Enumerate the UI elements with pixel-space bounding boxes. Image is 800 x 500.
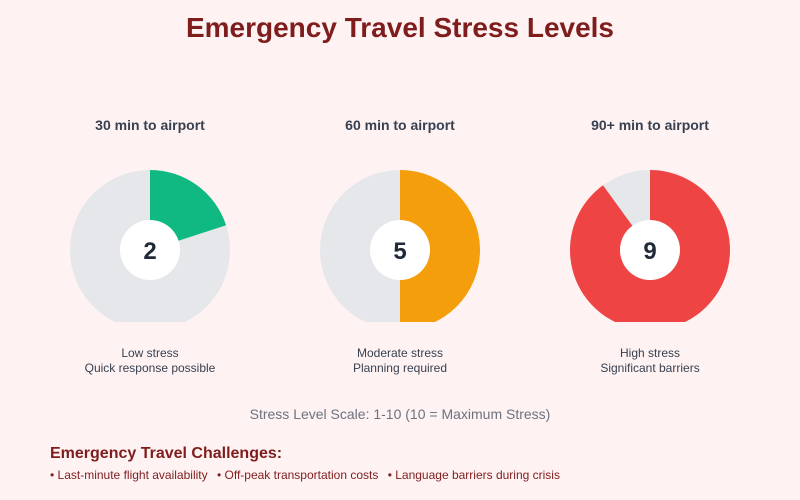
scale-note: Stress Level Scale: 1-10 (10 = Maximum S… bbox=[249, 406, 551, 422]
gauge-heading: 90+ min to airport bbox=[591, 117, 709, 133]
chart-title: Emergency Travel Stress Levels bbox=[185, 12, 615, 43]
gauge-desc-line1: Moderate stress bbox=[356, 346, 444, 360]
gauge-90-min: 90+ min to airport 9 High stress Signifi… bbox=[550, 108, 750, 376]
challenges-list: • Last-minute flight availability • Off-… bbox=[50, 468, 566, 482]
challenge-item: • Last-minute flight availability bbox=[50, 468, 208, 482]
gauge-30-min: 30 min to airport 2 Low stress Quick res… bbox=[50, 108, 250, 376]
gauge-chart-90-min: 9 bbox=[570, 170, 731, 322]
gauge-chart-60-min: 5 bbox=[320, 170, 480, 322]
gauge-value-label: 5 bbox=[393, 238, 406, 265]
gauge-desc-line1: Low stress bbox=[121, 346, 179, 360]
gauge-value-arc bbox=[400, 170, 480, 322]
challenge-item: • Language barriers during crisis bbox=[387, 468, 560, 482]
gauge-center bbox=[370, 220, 430, 280]
gauge-value-label: 2 bbox=[143, 238, 156, 265]
gauge-description: Moderate stress Planning required bbox=[300, 346, 500, 376]
gauge-description: High stress Significant barriers bbox=[550, 346, 750, 376]
challenge-item: • Off-peak transportation costs bbox=[216, 468, 379, 482]
gauge-desc-line1: High stress bbox=[619, 346, 681, 360]
gauge-heading: 30 min to airport bbox=[95, 117, 205, 133]
challenges-title: Emergency Travel Challenges: bbox=[50, 445, 283, 462]
gauge-desc-line2: Significant barriers bbox=[600, 361, 700, 375]
gauge-center bbox=[620, 220, 680, 280]
gauge-chart-30-min: 2 bbox=[70, 170, 230, 322]
gauge-description: Low stress Quick response possible bbox=[50, 346, 250, 376]
gauge-value-label: 9 bbox=[643, 238, 656, 265]
gauge-desc-line2: Quick response possible bbox=[84, 361, 216, 375]
gauge-center bbox=[120, 220, 180, 280]
gauge-60-min: 60 min to airport 5 Moderate stress Plan… bbox=[300, 108, 500, 376]
gauge-desc-line2: Planning required bbox=[352, 361, 448, 375]
gauge-heading: 60 min to airport bbox=[345, 117, 455, 133]
